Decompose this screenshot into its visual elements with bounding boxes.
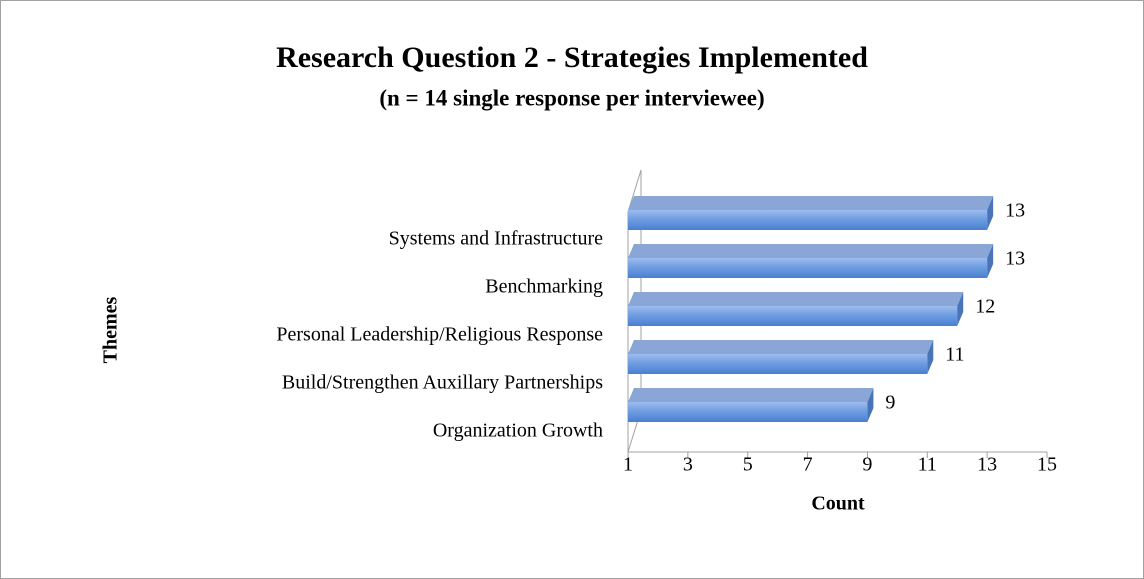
bar-side [987, 244, 994, 278]
x-tick-label: 1 [623, 454, 633, 476]
y-tick-label: Personal Leadership/Religious Response [276, 324, 603, 346]
data-label: 13 [1005, 200, 1025, 222]
y-tick-label: Organization Growth [433, 420, 603, 442]
x-tick-label: 11 [918, 454, 937, 476]
bar [628, 402, 868, 422]
x-tick-label: 5 [743, 454, 753, 476]
data-label: 9 [885, 392, 895, 414]
data-label: 11 [945, 344, 964, 366]
bar-top [628, 196, 994, 210]
bar-side [867, 388, 874, 422]
x-axis-label: Count [811, 493, 865, 515]
x-tick-label: 15 [1037, 454, 1057, 476]
bar-top [628, 388, 874, 402]
bar [628, 258, 988, 278]
y-axis-label: Themes [100, 296, 122, 363]
y-tick-label: Benchmarking [485, 276, 603, 298]
bar-top [628, 340, 934, 354]
x-tick-label: 9 [862, 454, 872, 476]
y-tick-label: Build/Strengthen Auxillary Partnerships [282, 372, 603, 394]
x-tick-label: 7 [803, 454, 813, 476]
bar [628, 306, 958, 326]
bar [628, 354, 928, 374]
data-label: 12 [975, 296, 995, 318]
y-tick-label: Systems and Infrastructure [389, 228, 604, 250]
bar-side [927, 340, 934, 374]
x-tick-label: 3 [683, 454, 693, 476]
bar-top [628, 244, 994, 258]
chart-title: Research Question 2 - Strategies Impleme… [276, 41, 868, 74]
bar-side [987, 196, 994, 230]
chart-subtitle: (n = 14 single response per interviewee) [379, 85, 764, 110]
data-label: 13 [1005, 248, 1025, 270]
bar-side [957, 292, 964, 326]
bar-top [628, 292, 964, 306]
x-tick-label: 13 [977, 454, 997, 476]
bar [628, 210, 988, 230]
